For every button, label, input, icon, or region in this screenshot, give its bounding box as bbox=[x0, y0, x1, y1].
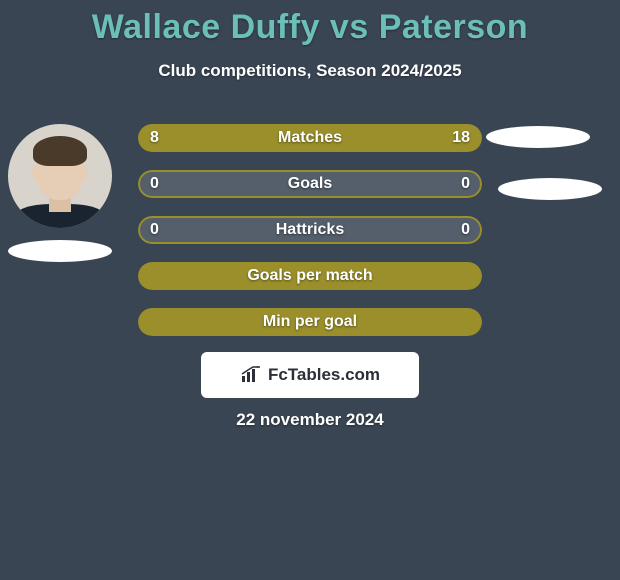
stat-bar-label: Matches bbox=[138, 129, 482, 147]
comparison-bars: Matches818Goals00Hattricks00Goals per ma… bbox=[138, 124, 482, 354]
page-title: Wallace Duffy vs Paterson bbox=[0, 0, 620, 47]
footer-brand-text: FcTables.com bbox=[268, 365, 380, 385]
stat-bar-value-right: 0 bbox=[461, 175, 470, 193]
footer-brand-box: FcTables.com bbox=[201, 352, 419, 398]
page-subtitle: Club competitions, Season 2024/2025 bbox=[0, 61, 620, 81]
footer-date: 22 november 2024 bbox=[0, 410, 620, 430]
stat-bar-value-left: 0 bbox=[150, 221, 159, 239]
stat-bar-label: Goals bbox=[138, 175, 482, 193]
player-right-name-pill-1 bbox=[486, 126, 590, 148]
stat-bar: Goals0 0 bbox=[138, 170, 482, 198]
stat-bar: Matches8 18 bbox=[138, 124, 482, 152]
stat-bar-value-right: 18 bbox=[452, 129, 470, 147]
player-right-name-pill-2 bbox=[498, 178, 602, 200]
stat-bar-label: Goals per match bbox=[138, 267, 482, 285]
stat-bar-value-left: 0 bbox=[150, 175, 159, 193]
stat-bar: Hattricks0 0 bbox=[138, 216, 482, 244]
player-left-name-pill bbox=[8, 240, 112, 262]
player-left-avatar bbox=[8, 124, 112, 228]
stat-bar-value-right: 0 bbox=[461, 221, 470, 239]
stat-bar: Min per goal bbox=[138, 308, 482, 336]
stat-bar-value-left: 8 bbox=[150, 129, 159, 147]
stat-bar: Goals per match bbox=[138, 262, 482, 290]
stat-bar-label: Hattricks bbox=[138, 221, 482, 239]
player-left-block bbox=[8, 124, 112, 262]
stat-bar-label: Min per goal bbox=[138, 313, 482, 331]
chart-icon bbox=[240, 366, 262, 384]
